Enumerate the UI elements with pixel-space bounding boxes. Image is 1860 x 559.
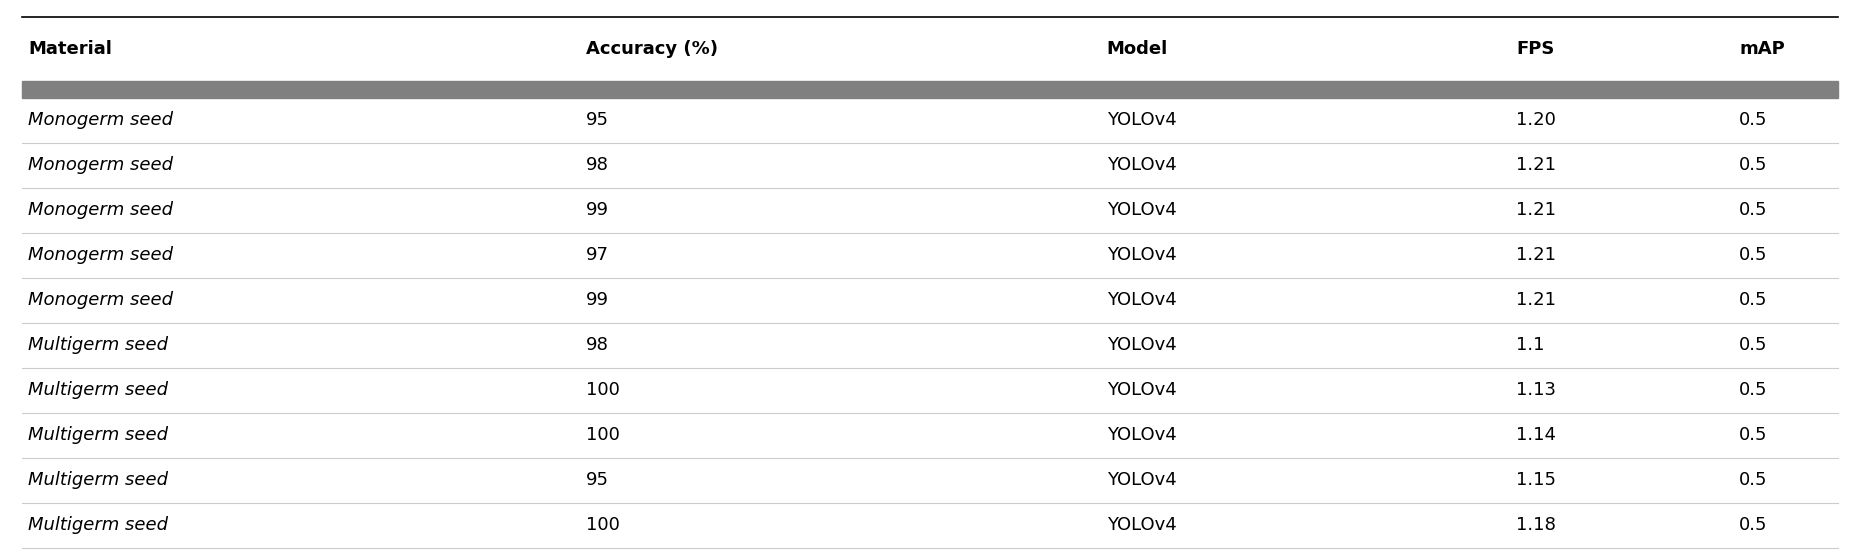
Text: 1.15: 1.15	[1516, 471, 1557, 489]
Text: 99: 99	[586, 291, 608, 309]
Text: 0.5: 0.5	[1739, 247, 1767, 264]
Text: Multigerm seed: Multigerm seed	[28, 381, 167, 399]
Text: 0.5: 0.5	[1739, 517, 1767, 534]
Text: Model: Model	[1107, 40, 1168, 58]
Text: Material: Material	[28, 40, 112, 58]
Text: 1.21: 1.21	[1516, 157, 1557, 174]
Text: 0.5: 0.5	[1739, 381, 1767, 399]
Text: 1.21: 1.21	[1516, 247, 1557, 264]
Text: 95: 95	[586, 471, 608, 489]
Text: YOLOv4: YOLOv4	[1107, 427, 1176, 444]
Text: 1.20: 1.20	[1516, 111, 1555, 129]
Text: 99: 99	[586, 201, 608, 219]
Text: 0.5: 0.5	[1739, 427, 1767, 444]
Text: YOLOv4: YOLOv4	[1107, 247, 1176, 264]
Text: YOLOv4: YOLOv4	[1107, 471, 1176, 489]
Text: Monogerm seed: Monogerm seed	[28, 291, 173, 309]
Text: YOLOv4: YOLOv4	[1107, 157, 1176, 174]
Text: YOLOv4: YOLOv4	[1107, 111, 1176, 129]
Bar	[22, 81, 1838, 98]
Text: 100: 100	[586, 381, 619, 399]
Text: YOLOv4: YOLOv4	[1107, 381, 1176, 399]
Text: Monogerm seed: Monogerm seed	[28, 247, 173, 264]
Text: 1.18: 1.18	[1516, 517, 1555, 534]
Text: 0.5: 0.5	[1739, 471, 1767, 489]
Text: 1.1: 1.1	[1516, 337, 1544, 354]
Text: Multigerm seed: Multigerm seed	[28, 517, 167, 534]
Text: 0.5: 0.5	[1739, 157, 1767, 174]
Text: 0.5: 0.5	[1739, 111, 1767, 129]
Text: Accuracy (%): Accuracy (%)	[586, 40, 718, 58]
Text: Multigerm seed: Multigerm seed	[28, 427, 167, 444]
Text: YOLOv4: YOLOv4	[1107, 517, 1176, 534]
Text: YOLOv4: YOLOv4	[1107, 337, 1176, 354]
Text: 97: 97	[586, 247, 608, 264]
Text: 100: 100	[586, 517, 619, 534]
Text: Monogerm seed: Monogerm seed	[28, 111, 173, 129]
Text: 1.21: 1.21	[1516, 291, 1557, 309]
Text: 1.14: 1.14	[1516, 427, 1557, 444]
Text: YOLOv4: YOLOv4	[1107, 201, 1176, 219]
Text: Multigerm seed: Multigerm seed	[28, 471, 167, 489]
Text: Monogerm seed: Monogerm seed	[28, 201, 173, 219]
Text: 0.5: 0.5	[1739, 201, 1767, 219]
Text: FPS: FPS	[1516, 40, 1555, 58]
Text: 1.13: 1.13	[1516, 381, 1557, 399]
Text: 98: 98	[586, 337, 608, 354]
Text: 100: 100	[586, 427, 619, 444]
Text: Multigerm seed: Multigerm seed	[28, 337, 167, 354]
Text: Monogerm seed: Monogerm seed	[28, 157, 173, 174]
Text: 1.21: 1.21	[1516, 201, 1557, 219]
Text: 98: 98	[586, 157, 608, 174]
Text: YOLOv4: YOLOv4	[1107, 291, 1176, 309]
Text: 0.5: 0.5	[1739, 291, 1767, 309]
Text: 0.5: 0.5	[1739, 337, 1767, 354]
Text: mAP: mAP	[1739, 40, 1786, 58]
Text: 95: 95	[586, 111, 608, 129]
